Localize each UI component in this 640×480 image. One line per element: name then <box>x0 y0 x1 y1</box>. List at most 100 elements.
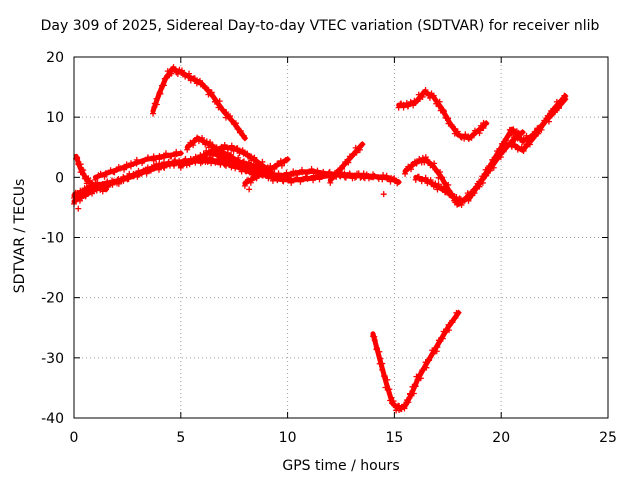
data-point <box>479 179 486 186</box>
data-point <box>153 95 160 102</box>
data-point <box>285 177 292 184</box>
y-tick-label: -10 <box>41 231 64 247</box>
data-point <box>425 357 432 364</box>
data-point <box>209 141 216 148</box>
data-point <box>515 129 522 136</box>
data-point <box>74 194 81 201</box>
data-point <box>559 98 566 105</box>
data-point <box>168 153 175 160</box>
data-point <box>384 387 391 394</box>
data-point <box>251 155 258 162</box>
data-point <box>520 138 527 145</box>
data-point <box>452 315 459 322</box>
data-point <box>320 171 327 178</box>
data-point <box>415 173 422 180</box>
data-point <box>456 195 463 202</box>
data-point <box>333 168 340 175</box>
data-point <box>412 176 419 183</box>
data-point <box>435 103 442 110</box>
data-point <box>155 162 162 169</box>
data-point <box>424 89 431 96</box>
data-point <box>445 120 452 127</box>
data-point <box>178 67 185 74</box>
data-point <box>190 137 197 144</box>
data-point <box>197 81 204 88</box>
data-point <box>314 167 321 174</box>
data-point <box>419 367 426 374</box>
data-point <box>381 372 388 379</box>
data-point <box>274 177 281 184</box>
data-point <box>245 176 252 183</box>
data-point <box>203 138 210 145</box>
data-point <box>278 162 285 169</box>
data-point <box>174 71 181 78</box>
data-point <box>545 118 552 125</box>
data-point <box>150 153 157 160</box>
y-tick-label: -40 <box>41 411 64 427</box>
data-point <box>471 127 478 134</box>
data-point <box>237 127 244 134</box>
data-point <box>160 82 167 89</box>
data-point <box>541 117 548 124</box>
data-point <box>411 383 418 390</box>
data-point <box>304 175 311 182</box>
data-point <box>177 150 184 157</box>
data-point <box>304 169 311 176</box>
data-point <box>440 328 447 335</box>
data-point <box>371 337 378 344</box>
data-point <box>103 186 110 193</box>
data-point <box>120 177 127 184</box>
data-point <box>439 335 446 342</box>
data-points <box>71 64 569 414</box>
data-point <box>223 109 230 116</box>
data-point <box>241 182 248 189</box>
data-point <box>321 170 328 177</box>
data-point <box>228 151 235 158</box>
data-point <box>353 173 360 180</box>
data-point <box>203 147 210 154</box>
data-point <box>341 174 348 181</box>
data-point <box>208 158 215 165</box>
data-point <box>157 90 164 97</box>
data-point <box>216 147 223 154</box>
data-point <box>195 156 202 163</box>
data-point <box>89 190 96 197</box>
data-point <box>234 145 241 152</box>
data-point <box>535 130 542 137</box>
data-point <box>395 179 402 186</box>
data-point <box>421 159 428 166</box>
data-point <box>239 147 246 154</box>
data-point <box>102 169 109 176</box>
data-point <box>520 147 527 154</box>
data-point <box>156 89 163 96</box>
data-point <box>77 161 84 168</box>
data-point <box>442 189 449 196</box>
data-point <box>358 173 365 180</box>
x-axis-label: GPS time / hours <box>282 458 400 474</box>
x-tick-label: 20 <box>492 430 510 446</box>
data-point <box>505 132 512 139</box>
grid-lines <box>74 57 608 418</box>
data-point <box>173 151 180 158</box>
data-point <box>161 154 168 161</box>
data-point <box>257 163 264 170</box>
data-point <box>361 175 368 182</box>
data-point <box>244 150 251 157</box>
data-point <box>126 170 133 177</box>
data-point <box>434 344 441 351</box>
data-point <box>281 159 288 166</box>
y-tick-label: 20 <box>46 50 64 66</box>
data-point <box>182 73 189 80</box>
data-point <box>430 92 437 99</box>
data-point <box>135 169 142 176</box>
data-point <box>384 376 391 383</box>
data-point <box>503 140 510 147</box>
data-point <box>101 173 108 180</box>
data-point <box>526 141 533 148</box>
data-point <box>139 158 146 165</box>
data-point <box>156 156 163 163</box>
data-point <box>422 359 429 366</box>
data-point <box>412 99 419 106</box>
data-point <box>259 172 266 179</box>
data-point <box>502 137 509 144</box>
